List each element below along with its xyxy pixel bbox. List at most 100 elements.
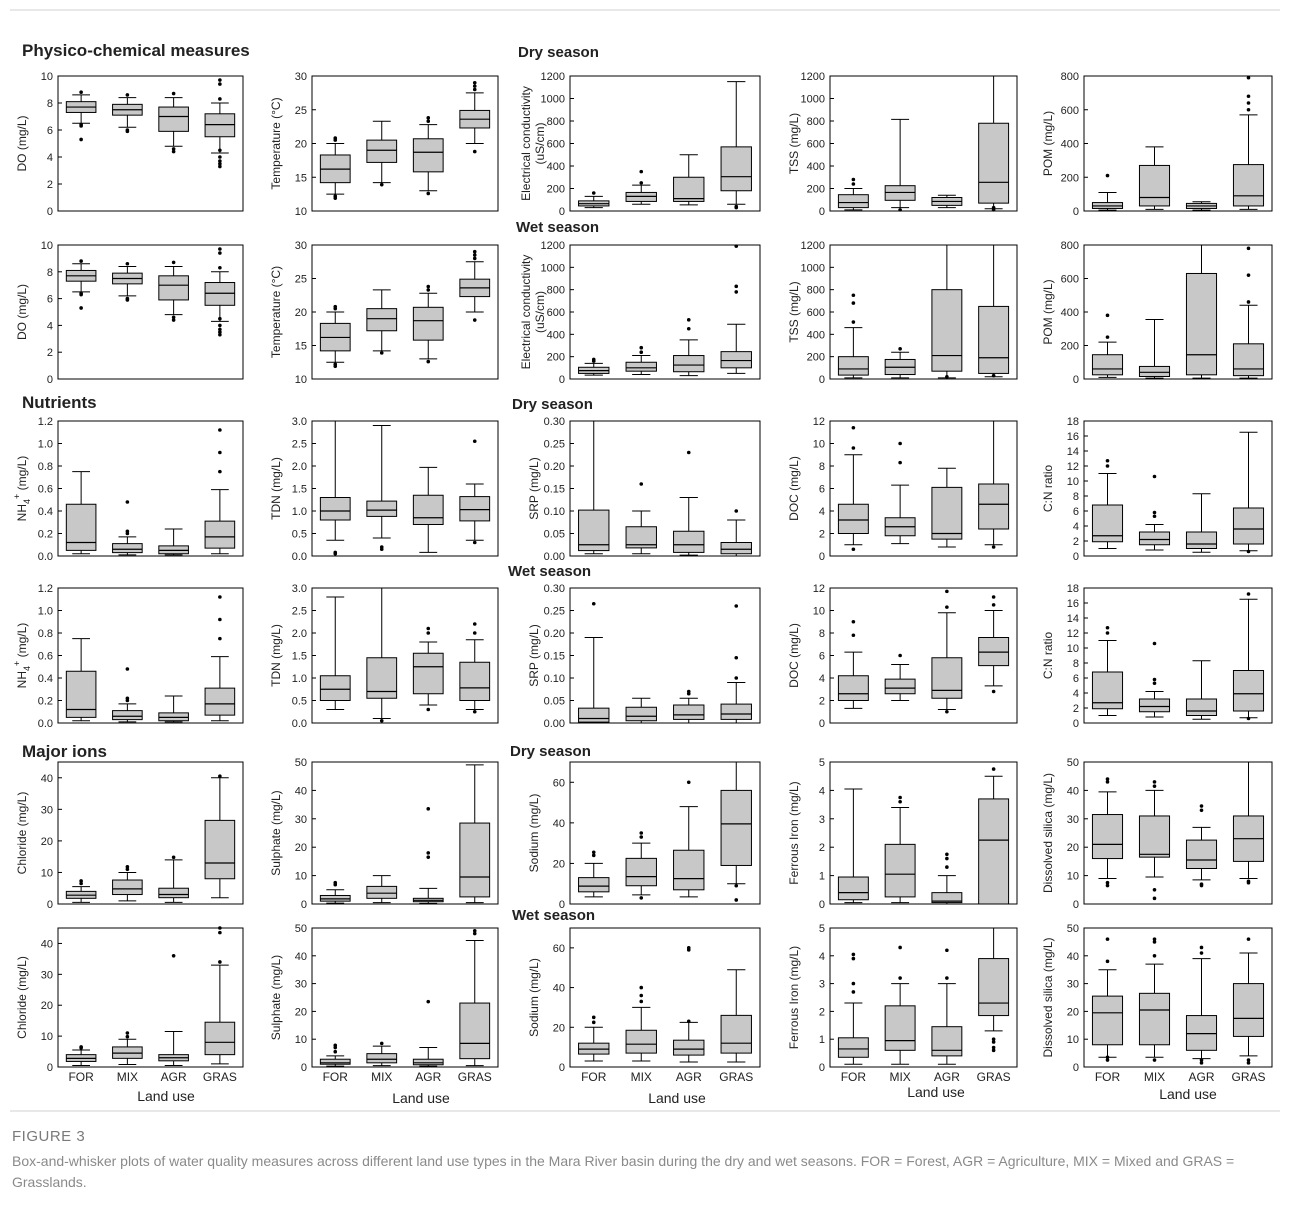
iqr-box [366, 885, 398, 899]
boxplot-panel: 0 20 40 60 Sodium (mg/L) [527, 761, 761, 911]
outlier-point [218, 930, 222, 935]
x-tick-label: AGR [415, 1070, 441, 1084]
y-axis-label: Sodium (mg/L) [527, 958, 541, 1037]
y-tick-label: 10 [295, 374, 307, 386]
y-axis-label: DO (mg/L) [15, 115, 29, 171]
boxplot-panel: 0 200 400 600 800 1000 1200 Electrical conducti… [519, 240, 761, 386]
y-tick-label: 10 [41, 867, 53, 879]
box-agr [158, 528, 189, 556]
outlier-point [1199, 945, 1204, 950]
box-mix [366, 120, 398, 187]
outlier-point [218, 78, 222, 82]
outlier-point [218, 155, 222, 159]
outlier-point [218, 469, 222, 474]
box-agr [673, 689, 705, 724]
y-tick-label: 400 [807, 329, 825, 341]
y-tick-label: 10 [295, 1034, 307, 1046]
box-mix [366, 425, 398, 552]
y-tick-label: 600 [547, 307, 565, 319]
outlier-point [472, 931, 477, 936]
iqr-box [1185, 1015, 1218, 1051]
outlier-point [734, 204, 739, 209]
y-axis-label: Temperature (°C) [269, 97, 283, 189]
outlier-point [171, 315, 176, 320]
y-axis-label: Ferrous Iron (mg/L) [787, 946, 801, 1049]
y-axis-label: POM (mg/L) [1041, 279, 1055, 344]
y-tick-label: 10 [295, 871, 307, 883]
y-tick-label: 400 [547, 329, 565, 341]
y-tick-label: 40 [41, 773, 53, 785]
y-tick-label: 40 [553, 983, 565, 995]
y-tick-label: 800 [1061, 71, 1079, 83]
y-tick-label: 0 [301, 1062, 307, 1074]
box-agr [1185, 201, 1218, 211]
y-tick-label: 18 [1067, 416, 1079, 428]
boxplot-panel: 0.0 0.5 1.0 1.5 2.0 2.5 3.0 TDN (mg/L) [269, 583, 499, 730]
plot-frame [311, 927, 499, 1068]
iqr-box [578, 877, 610, 893]
y-tick-label: 4 [819, 785, 825, 797]
box-agr [412, 284, 444, 364]
y-tick-label: 200 [547, 184, 565, 196]
outlier-point [898, 799, 902, 804]
outlier-point [686, 450, 691, 455]
outlier-point [686, 689, 691, 694]
iqr-box [1138, 164, 1171, 207]
outlier-point [945, 856, 949, 861]
y-tick-label: 2 [47, 347, 53, 359]
y-tick-label: 0.25 [544, 439, 565, 451]
outlier-point [218, 97, 222, 101]
outlier-point [79, 881, 83, 886]
box-mix [1138, 780, 1171, 901]
outlier-point [1199, 883, 1204, 888]
y-tick-label: 8 [819, 628, 825, 640]
boxplot-panel: 0.00 0.05 0.10 0.15 0.20 0.25 0.30 SRP (mg/L) [527, 416, 761, 563]
box-for [65, 259, 97, 310]
outlier-point [218, 330, 222, 334]
y-tick-label: 0.0 [292, 551, 307, 563]
box-gras [459, 764, 491, 904]
box-mix [112, 864, 143, 902]
plot-frame [829, 761, 1018, 905]
y-tick-label: 1 [819, 1034, 825, 1046]
outlier-point [1152, 641, 1157, 646]
y-axis-label: DOC (mg/L) [787, 623, 801, 688]
box-mix [1138, 319, 1171, 379]
outlier-point [639, 345, 644, 350]
y-tick-label: 400 [1061, 139, 1079, 151]
outlier-point [639, 350, 644, 355]
y-tick-label: 200 [547, 352, 565, 364]
outlier-point [639, 835, 644, 839]
box-mix [625, 985, 657, 1062]
outlier-point [171, 147, 176, 151]
box-agr [412, 999, 444, 1067]
box-mix [366, 289, 398, 355]
y-tick-label: 12 [1067, 628, 1079, 640]
box-for [1091, 313, 1124, 378]
outlier-point [991, 1037, 996, 1041]
iqr-box [319, 1058, 351, 1065]
season-label-dry-3: Dry season [510, 743, 591, 760]
iqr-box [459, 496, 491, 522]
outlier-point [734, 898, 739, 902]
y-tick-label: 20 [553, 858, 565, 870]
box-agr [158, 91, 189, 154]
outlier-point [945, 374, 949, 379]
outlier-point [734, 284, 739, 289]
outlier-point [898, 976, 902, 980]
y-tick-label: 1000 [541, 94, 565, 106]
y-tick-label: 1200 [541, 71, 565, 83]
box-mix [366, 1041, 398, 1067]
y-tick-label: 0.6 [38, 651, 53, 663]
y-tick-label: 10 [295, 206, 307, 218]
iqr-box [204, 520, 236, 549]
outlier-point [1246, 937, 1251, 941]
box-mix [1138, 641, 1171, 718]
outlier-point [1152, 940, 1157, 944]
y-tick-label: 1200 [801, 71, 825, 83]
outlier-point [333, 1049, 338, 1054]
box-for [65, 90, 97, 142]
outlier-point [1105, 780, 1110, 784]
box-for [319, 1043, 351, 1067]
y-tick-label: 0.8 [38, 628, 53, 640]
